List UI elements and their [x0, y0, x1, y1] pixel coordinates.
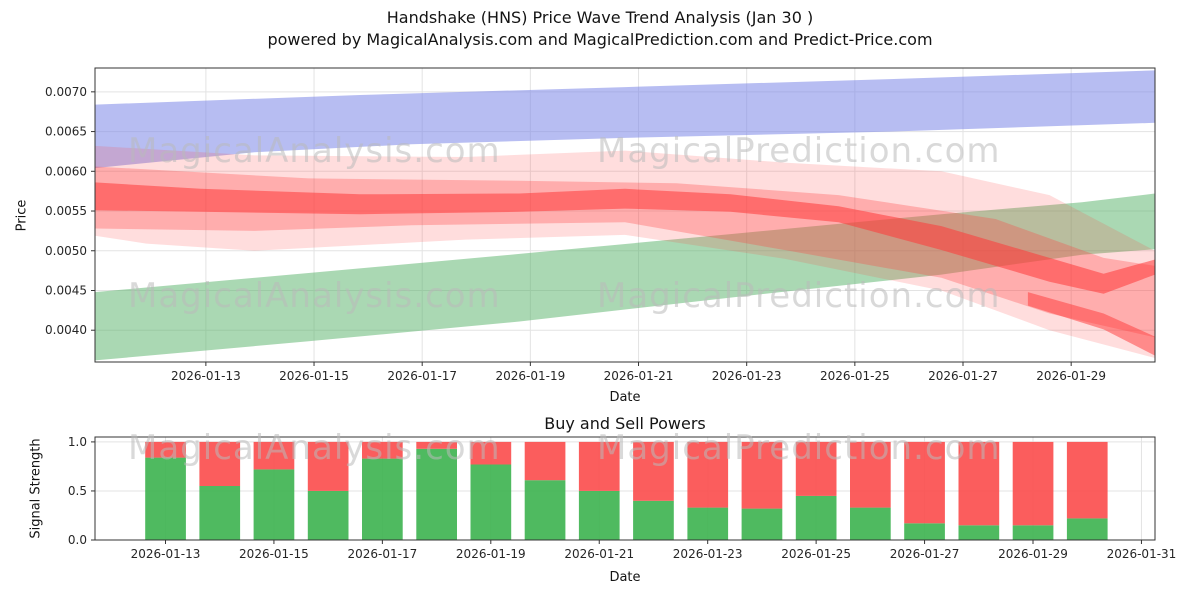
svg-text:2026-01-21: 2026-01-21 [604, 369, 674, 383]
buy-bar [633, 500, 674, 540]
svg-text:2026-01-25: 2026-01-25 [820, 369, 890, 383]
svg-text:2026-01-27: 2026-01-27 [890, 547, 960, 561]
svg-text:0.0040: 0.0040 [45, 323, 87, 337]
svg-text:2026-01-17: 2026-01-17 [347, 547, 417, 561]
buy-bar [470, 464, 512, 540]
svg-text:0.0070: 0.0070 [45, 85, 87, 99]
buy-bar [307, 491, 349, 540]
svg-text:2026-01-27: 2026-01-27 [928, 369, 998, 383]
red-wave-core-band [95, 182, 1155, 294]
buy-bar [145, 457, 186, 540]
sell-bar [1066, 441, 1108, 519]
svg-text:2026-01-13: 2026-01-13 [131, 547, 201, 561]
buy-bar [253, 469, 295, 540]
sell-bar [145, 441, 186, 458]
svg-text:2026-01-19: 2026-01-19 [495, 369, 565, 383]
sell-bar [362, 441, 403, 459]
sell-bar [470, 441, 512, 465]
price-axis-label: Price [14, 199, 30, 231]
svg-text:2026-01-31: 2026-01-31 [1107, 547, 1177, 561]
power-chart-canvas: 2026-01-13 2026-01-15 2026-01-17 2026-01-19… [68, 435, 1176, 561]
upper-blue-trend-band [95, 70, 1155, 169]
sell-bar [687, 441, 729, 508]
sell-bar [850, 441, 891, 508]
svg-text:2026-01-21: 2026-01-21 [564, 547, 634, 561]
buy-bar [850, 507, 891, 540]
buy-bar [199, 486, 241, 540]
date-axis-label-bottom: Date [609, 570, 641, 585]
svg-text:0.0065: 0.0065 [45, 125, 87, 139]
buy-bar [687, 507, 729, 540]
svg-text:2026-01-29: 2026-01-29 [1036, 369, 1106, 383]
buy-bar [416, 448, 457, 540]
sell-bar [253, 441, 295, 470]
buy-bar [524, 480, 566, 540]
sell-bar [741, 441, 783, 509]
buy-bar [741, 508, 783, 540]
sell-bar [958, 441, 1000, 526]
svg-text:1.0: 1.0 [68, 435, 87, 449]
red-wave-tail-band [1027, 292, 1155, 356]
svg-text:0.0060: 0.0060 [45, 164, 87, 178]
svg-text:0.0045: 0.0045 [45, 283, 87, 297]
power-chart-title: Buy and Sell Powers [544, 414, 706, 433]
sell-bar [416, 441, 457, 449]
svg-text:2026-01-15: 2026-01-15 [279, 369, 349, 383]
svg-text:0.5: 0.5 [68, 484, 87, 498]
svg-text:2026-01-15: 2026-01-15 [239, 547, 309, 561]
buy-bar [958, 525, 1000, 540]
date-axis-label-top: Date [609, 390, 641, 405]
svg-text:2026-01-23: 2026-01-23 [673, 547, 743, 561]
power-chart: 2026-01-13 2026-01-15 2026-01-17 2026-01-19… [68, 435, 1176, 561]
svg-text:0.0: 0.0 [68, 533, 87, 547]
sell-bar [904, 441, 945, 524]
buy-bar [795, 495, 837, 540]
buy-bar [1066, 518, 1108, 540]
price-chart-canvas: 2026-01-13 2026-01-15 2026-01-17 2026-01-19… [45, 67, 1156, 383]
svg-text:2026-01-29: 2026-01-29 [998, 547, 1068, 561]
sell-bar [524, 441, 566, 481]
sell-bar [307, 441, 349, 491]
sell-bar [1012, 441, 1054, 526]
svg-text:0.0050: 0.0050 [45, 244, 87, 258]
signal-axis-label: Signal Strength [28, 438, 44, 539]
sell-bar [633, 441, 674, 501]
buy-bar [362, 458, 403, 540]
sell-bar [199, 441, 241, 486]
page-subtitle: powered by MagicalAnalysis.com and Magic… [267, 30, 933, 49]
svg-text:2026-01-19: 2026-01-19 [456, 547, 526, 561]
svg-text:2026-01-13: 2026-01-13 [171, 369, 241, 383]
price-chart: 2026-01-13 2026-01-15 2026-01-17 2026-01-19… [45, 67, 1156, 383]
buy-bar [1012, 525, 1054, 540]
svg-text:2026-01-25: 2026-01-25 [781, 547, 851, 561]
svg-text:2026-01-23: 2026-01-23 [712, 369, 782, 383]
buy-bar [904, 523, 945, 540]
svg-text:2026-01-17: 2026-01-17 [387, 369, 457, 383]
buy-bar [578, 491, 620, 540]
page-title: Handshake (HNS) Price Wave Trend Analysi… [386, 8, 814, 27]
svg-text:0.0055: 0.0055 [45, 204, 87, 218]
sell-bar [578, 441, 620, 491]
sell-bar [795, 441, 837, 496]
